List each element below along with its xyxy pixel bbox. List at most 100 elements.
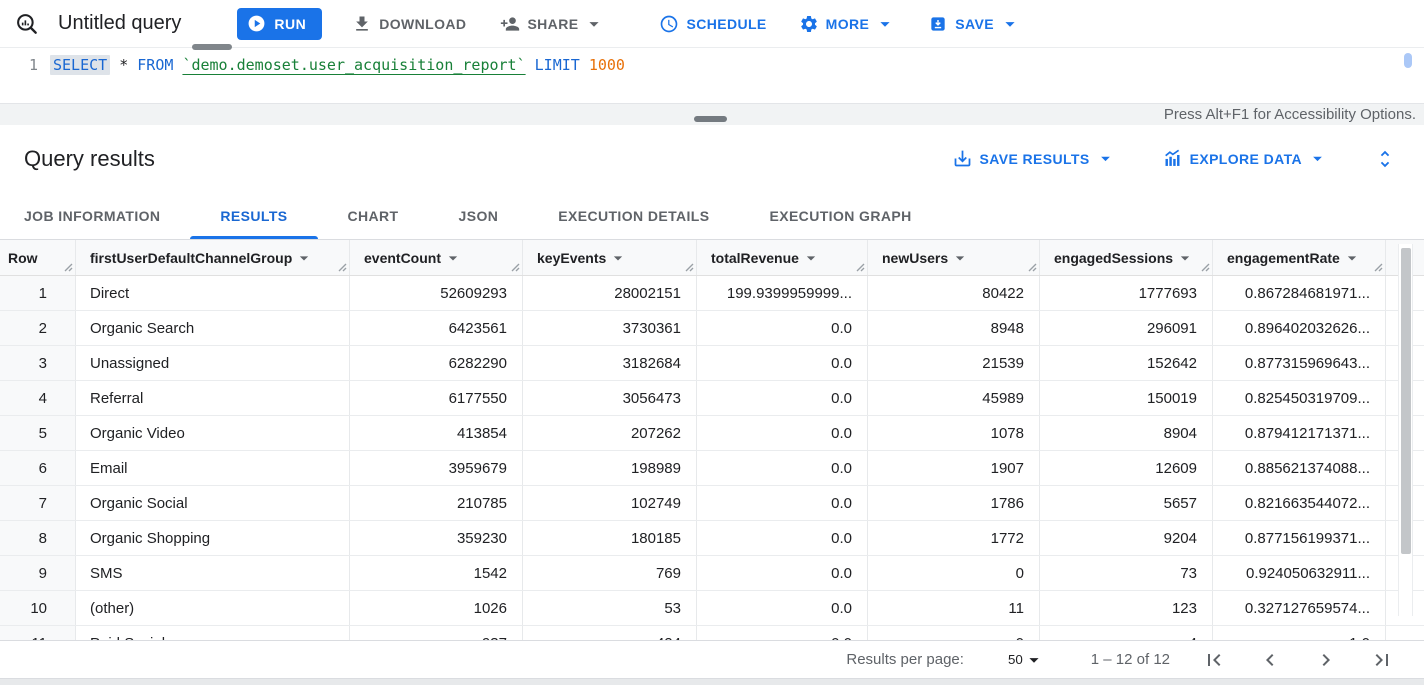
column-resize-handle[interactable]: [62, 261, 73, 272]
column-header-engagementRate[interactable]: engagementRate: [1213, 240, 1386, 275]
next-page-button[interactable]: [1314, 648, 1338, 672]
row-number-cell: 1: [0, 276, 76, 310]
cell-newUsers: 1078: [868, 416, 1040, 450]
column-resize-handle[interactable]: [1372, 261, 1383, 272]
cell-engagedSessions: 296091: [1040, 311, 1213, 345]
cell-engagedSessions: 5657: [1040, 486, 1213, 520]
row-number-cell: 11: [0, 626, 76, 640]
cell-totalRevenue: 199.9399959999...: [697, 276, 868, 310]
cell-channel: Organic Search: [76, 311, 350, 345]
query-toolbar: Untitled query RUN DOWNLOAD SHARE SCHEDU…: [0, 0, 1424, 48]
sort-caret-icon[interactable]: [1175, 248, 1195, 268]
query-results-panel: Query results SAVE RESULTS: [0, 125, 1424, 678]
sort-caret-icon[interactable]: [443, 248, 463, 268]
cell-newUsers: 80422: [868, 276, 1040, 310]
results-per-page-label: Results per page:: [846, 651, 964, 668]
column-header-engagedSessions[interactable]: engagedSessions: [1040, 240, 1213, 275]
cell-totalRevenue: 0.0: [697, 311, 868, 345]
cell-channel: Referral: [76, 381, 350, 415]
sql-editor[interactable]: 1 SELECT * FROM `demo.demoset.user_acqui…: [0, 48, 1424, 103]
cell-eventCount: 1542: [350, 556, 523, 590]
cell-totalRevenue: 0.0: [697, 451, 868, 485]
page-size-select[interactable]: 50: [1008, 649, 1045, 671]
column-resize-handle[interactable]: [1199, 261, 1210, 272]
cell-totalRevenue: 0.0: [697, 556, 868, 590]
save-results-button[interactable]: SAVE RESULTS: [952, 148, 1116, 169]
column-resize-handle[interactable]: [1026, 261, 1037, 272]
column-header-firstUserDefaultChannelGroup[interactable]: firstUserDefaultChannelGroup: [76, 240, 350, 275]
line-number: 1: [0, 48, 50, 103]
sort-caret-icon[interactable]: [294, 248, 314, 268]
last-page-button[interactable]: [1370, 648, 1394, 672]
column-header-keyEvents[interactable]: keyEvents: [523, 240, 697, 275]
sort-caret-icon[interactable]: [1342, 248, 1362, 268]
schedule-button[interactable]: SCHEDULE: [659, 14, 766, 34]
editor-resize-handle[interactable]: [192, 44, 232, 50]
table-row: 10(other)1026530.0111230.327127659574...: [0, 591, 1424, 626]
cell-totalRevenue: 0.0: [697, 591, 868, 625]
save-button[interactable]: SAVE: [928, 13, 1021, 35]
first-page-button[interactable]: [1202, 648, 1226, 672]
results-table: Row firstUserDefaultChannelGroup eventCo…: [0, 240, 1424, 640]
tab-chart[interactable]: CHART: [318, 192, 429, 239]
sql-code-line[interactable]: SELECT * FROM `demo.demoset.user_acquisi…: [50, 48, 625, 103]
panel-drag-handle[interactable]: [694, 116, 727, 122]
share-button[interactable]: SHARE: [500, 13, 605, 35]
tab-execution-graph[interactable]: EXECUTION GRAPH: [739, 192, 941, 239]
column-resize-handle[interactable]: [683, 261, 694, 272]
tab-execution-details[interactable]: EXECUTION DETAILS: [528, 192, 739, 239]
table-row: 8Organic Shopping3592301801850.017729204…: [0, 521, 1424, 556]
table-scrollbar-thumb[interactable]: [1401, 248, 1411, 554]
cell-engagementRate: 0.877156199371...: [1213, 521, 1386, 555]
tab-results[interactable]: RESULTS: [190, 192, 317, 239]
editor-scrollbar-thumb[interactable]: [1404, 53, 1412, 68]
cell-engagedSessions: 8904: [1040, 416, 1213, 450]
cell-totalRevenue: 0.0: [697, 521, 868, 555]
cell-newUsers: 1786: [868, 486, 1040, 520]
table-scrollbar[interactable]: [1398, 244, 1413, 616]
row-number-cell: 3: [0, 346, 76, 380]
tab-job-information[interactable]: JOB INFORMATION: [24, 192, 190, 239]
cell-engagementRate: 0.821663544072...: [1213, 486, 1386, 520]
cell-engagedSessions: 12609: [1040, 451, 1213, 485]
cell-keyEvents: 3056473: [523, 381, 697, 415]
results-title: Query results: [24, 146, 155, 172]
column-header-totalRevenue[interactable]: totalRevenue: [697, 240, 868, 275]
tab-json[interactable]: JSON: [429, 192, 529, 239]
sort-caret-icon[interactable]: [801, 248, 821, 268]
row-number-cell: 4: [0, 381, 76, 415]
explore-data-button[interactable]: EXPLORE DATA: [1162, 148, 1328, 169]
column-resize-handle[interactable]: [854, 261, 865, 272]
sql-table-reference[interactable]: `demo.demoset.user_acquisition_report`: [182, 56, 525, 74]
sort-caret-icon[interactable]: [608, 248, 628, 268]
explore-data-chart-icon: [1162, 148, 1183, 169]
cell-keyEvents: 3730361: [523, 311, 697, 345]
row-number-cell: 10: [0, 591, 76, 625]
run-button[interactable]: RUN: [237, 8, 322, 40]
cell-engagementRate: 0.825450319709...: [1213, 381, 1386, 415]
editor-status-strip: Press Alt+F1 for Accessibility Options.: [0, 103, 1424, 125]
download-button[interactable]: DOWNLOAD: [352, 14, 466, 34]
more-button[interactable]: MORE: [799, 13, 897, 35]
cell-engagementRate: 0.885621374088...: [1213, 451, 1386, 485]
column-header-eventCount[interactable]: eventCount: [350, 240, 523, 275]
column-resize-handle[interactable]: [336, 261, 347, 272]
row-number-cell: 9: [0, 556, 76, 590]
previous-page-button[interactable]: [1258, 648, 1282, 672]
column-header-row[interactable]: Row: [0, 240, 76, 275]
cell-engagementRate: 0.867284681971...: [1213, 276, 1386, 310]
cell-eventCount: 937: [350, 626, 523, 640]
cell-engagementRate: 0.327127659574...: [1213, 591, 1386, 625]
cell-engagementRate: 0.896402032626...: [1213, 311, 1386, 345]
cell-eventCount: 6177550: [350, 381, 523, 415]
column-resize-handle[interactable]: [509, 261, 520, 272]
table-row: 4Referral617755030564730.0459891500190.8…: [0, 381, 1424, 416]
cell-newUsers: 45989: [868, 381, 1040, 415]
cell-newUsers: 1772: [868, 521, 1040, 555]
collapse-expand-button[interactable]: [1374, 148, 1396, 170]
column-header-newUsers[interactable]: newUsers: [868, 240, 1040, 275]
cell-keyEvents: 424: [523, 626, 697, 640]
cell-channel: SMS: [76, 556, 350, 590]
table-row: 11Paid Social9374240.0041.0: [0, 626, 1424, 640]
sort-caret-icon[interactable]: [950, 248, 970, 268]
